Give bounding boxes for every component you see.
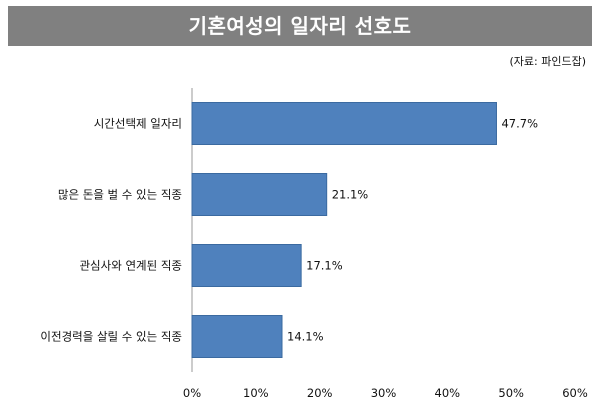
data-label: 21.1% (332, 188, 369, 202)
data-label: 47.7% (501, 117, 538, 131)
category-label: 많은 돈을 벌 수 있는 직종 (58, 188, 182, 202)
category-label: 이전경력을 살릴 수 있는 직종 (40, 330, 182, 344)
data-label: 17.1% (306, 259, 343, 273)
x-tick-label: 30% (371, 386, 397, 400)
chart-title: 기혼여성의 일자리 선호도 (188, 14, 412, 38)
x-tick-label: 20% (307, 386, 333, 400)
bar (191, 102, 497, 145)
x-tick-label: 10% (243, 386, 269, 400)
bar (191, 315, 283, 358)
x-tick-label: 0% (183, 386, 201, 400)
source-note: (자료: 파인드잡) (509, 55, 586, 68)
x-tick-label: 40% (435, 386, 461, 400)
bar (191, 244, 302, 287)
title-bar: 기혼여성의 일자리 선호도 (8, 6, 592, 46)
bar (191, 173, 328, 216)
category-label: 관심사와 연계된 직종 (79, 259, 182, 273)
data-label: 14.1% (287, 330, 324, 344)
x-tick-label: 60% (562, 386, 588, 400)
x-tick-label: 50% (498, 386, 524, 400)
category-label: 시간선택제 일자리 (94, 117, 182, 131)
